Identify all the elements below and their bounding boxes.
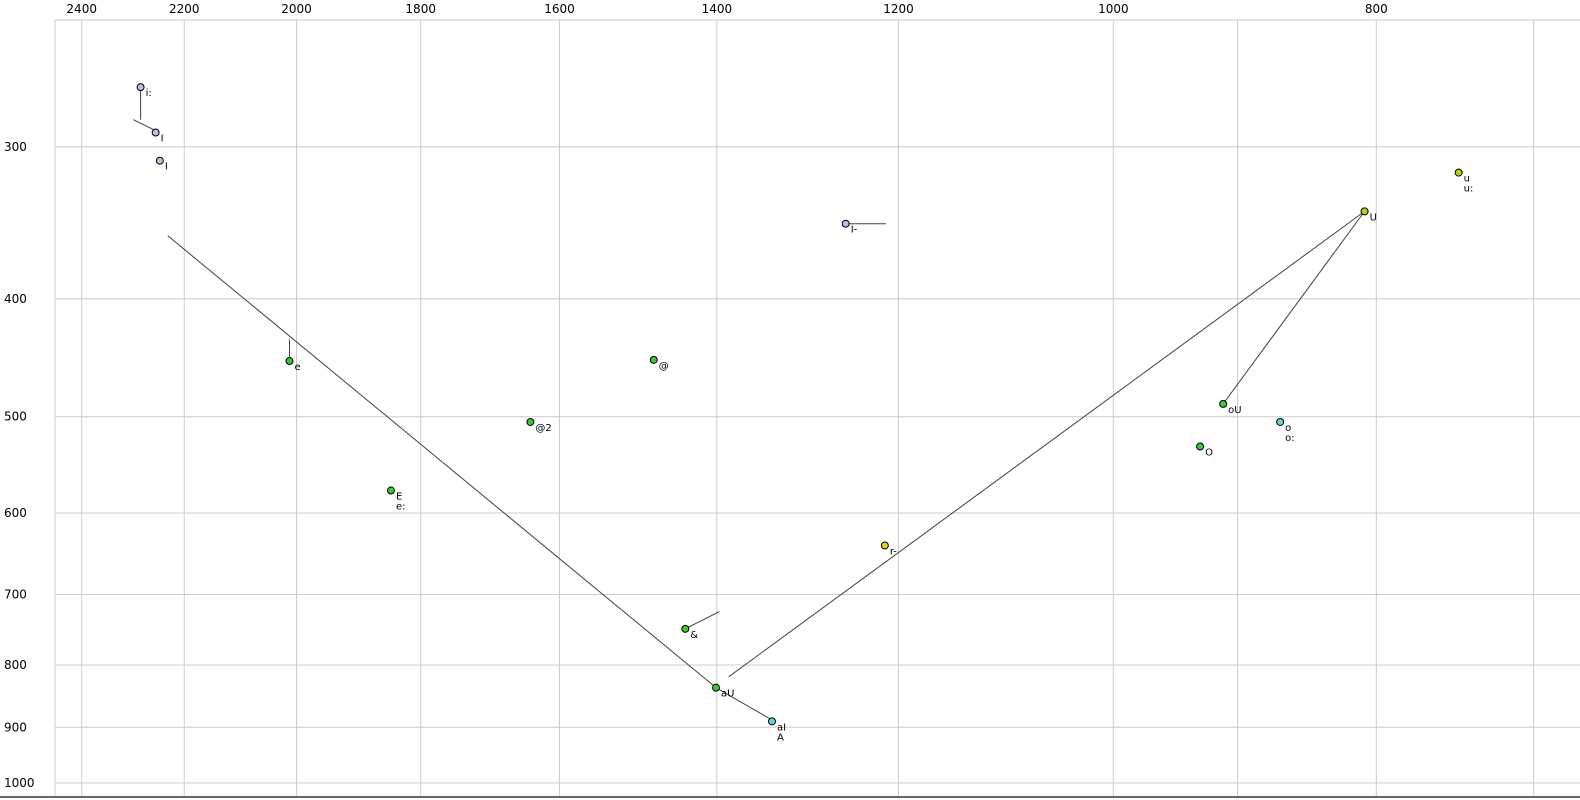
x-tick-label: 1200: [883, 2, 914, 16]
vowel-point-label: o: [1285, 423, 1291, 434]
x-tick-label: 1600: [544, 2, 575, 16]
y-tick-label: 400: [4, 292, 27, 306]
vowel-point-r-[interactable]: [880, 541, 889, 550]
vowel-point-label: o:: [1285, 433, 1295, 444]
trajectory-line: [715, 687, 771, 720]
vowel-point-label: O: [1205, 447, 1213, 458]
vowel-point-label: @: [659, 361, 669, 372]
vowel-point-label: I: [161, 134, 164, 145]
vowel-point-label: u:: [1464, 184, 1474, 195]
y-tick-label: 600: [4, 506, 27, 520]
y-tick-label: 300: [4, 140, 27, 154]
vowel-point-label: &: [690, 630, 698, 641]
vowel-point-O[interactable]: [1196, 442, 1205, 451]
trajectory-line: [1222, 211, 1365, 405]
vowel-point-label: u: [1464, 174, 1470, 185]
vowel-point-I[interactable]: [151, 128, 160, 137]
vowel-point-label: e:: [396, 502, 406, 513]
x-tick-label: 2200: [169, 2, 200, 16]
vowel-point-I[interactable]: [155, 156, 164, 165]
trajectory-line: [133, 119, 156, 132]
vowel-point-label: i:: [146, 88, 152, 99]
y-tick-label: 700: [4, 587, 27, 601]
x-tick-label: 800: [1365, 2, 1388, 16]
x-tick-label: 1800: [405, 2, 436, 16]
y-tick-label: 1000: [4, 776, 35, 790]
vowel-point-I-[interactable]: [841, 219, 850, 228]
y-tick-label: 900: [4, 720, 27, 734]
vowel-point-aU[interactable]: [712, 683, 721, 692]
vowel-point-label: E: [396, 492, 402, 503]
vowel-point-E[interactable]: [386, 486, 395, 495]
x-tick-label: 2400: [66, 2, 97, 16]
vowel-point-label: oU: [1228, 405, 1241, 416]
y-tick-label: 500: [4, 410, 27, 424]
vowel-point-label: @2: [535, 423, 551, 434]
vowel-point-&[interactable]: [681, 624, 690, 633]
x-tick-label: 2000: [281, 2, 312, 16]
trajectory-line: [167, 235, 717, 689]
vowel-point-label: e: [294, 362, 300, 373]
vowel-point-aI[interactable]: [767, 717, 776, 726]
vowel-point-label: I: [165, 162, 168, 173]
y-tick-label: 800: [4, 658, 27, 672]
vowel-point-@2[interactable]: [526, 417, 535, 426]
vowel-point-@[interactable]: [649, 355, 658, 364]
vowel-point-label: aI: [777, 722, 786, 733]
vowel-point-o[interactable]: [1276, 417, 1285, 426]
vowel-point-U[interactable]: [1360, 207, 1369, 216]
vowel-point-u[interactable]: [1454, 168, 1463, 177]
vowel-point-e[interactable]: [285, 357, 294, 366]
x-tick-label: 1400: [702, 2, 733, 16]
vowel-point-i:[interactable]: [136, 83, 145, 92]
vowel-point-oU[interactable]: [1219, 399, 1228, 408]
trajectory-line: [728, 210, 1365, 678]
vowel-point-label: r-: [890, 546, 897, 557]
vowel-point-label: U: [1370, 212, 1377, 223]
vowel-point-label: aU: [721, 689, 734, 700]
x-tick-label: 1000: [1098, 2, 1129, 16]
vowel-point-label: A: [777, 732, 784, 743]
vowel-point-label: I-: [851, 225, 858, 236]
trajectory-line: [685, 611, 720, 630]
